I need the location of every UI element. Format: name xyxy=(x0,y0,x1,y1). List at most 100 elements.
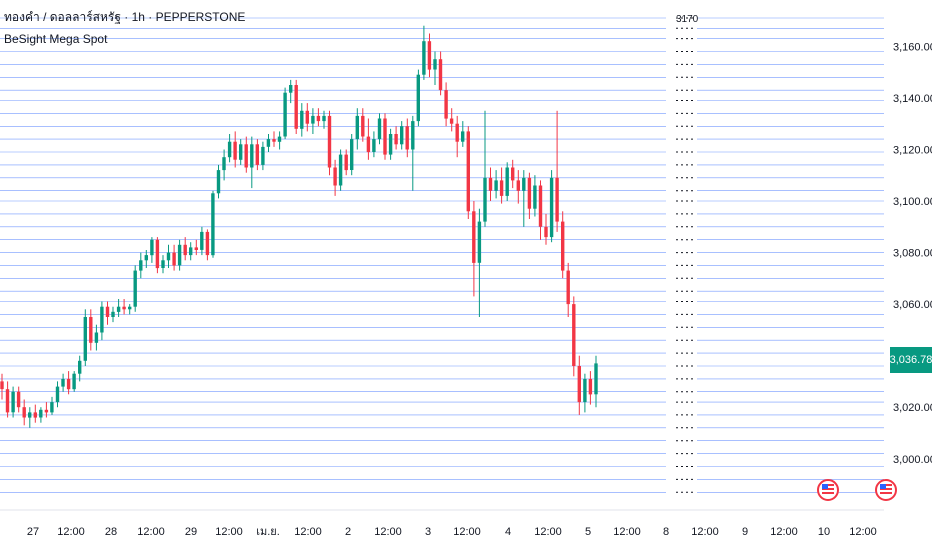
candle-body xyxy=(388,134,393,155)
candle-body xyxy=(128,306,132,310)
candle xyxy=(411,115,415,191)
candle-body xyxy=(461,131,465,142)
candle-body xyxy=(538,185,543,227)
candle-body xyxy=(255,144,259,165)
candle xyxy=(488,167,493,201)
indicator-name[interactable]: BeSight Mega Spot xyxy=(4,32,108,46)
candle xyxy=(588,371,593,405)
event-flags[interactable] xyxy=(817,479,897,501)
price-tick-label: 3,120.00 xyxy=(893,145,932,157)
candle-body xyxy=(338,154,343,186)
candle xyxy=(0,373,4,400)
candle-body xyxy=(28,412,32,418)
last-price-label: 3,036.78 xyxy=(890,347,932,373)
candle-body xyxy=(322,115,326,122)
candle xyxy=(55,381,60,408)
candle xyxy=(189,242,193,261)
candle-body xyxy=(189,247,193,256)
price-tick-label: 3,080.00 xyxy=(893,248,932,260)
candle-body xyxy=(444,90,448,119)
candle-body xyxy=(33,412,37,418)
candle xyxy=(250,136,254,189)
candle xyxy=(244,136,248,173)
candle-body xyxy=(433,59,437,70)
inner-scale-top-label: 3170 xyxy=(676,14,699,25)
candle-body xyxy=(177,244,182,266)
candle xyxy=(172,244,176,271)
time-tick-label: 2 xyxy=(345,526,351,538)
candle-body xyxy=(333,167,337,186)
candle-body xyxy=(394,134,398,145)
time-tick-label: 12:00 xyxy=(453,526,481,538)
candle xyxy=(538,180,543,240)
candle xyxy=(111,306,115,323)
candle xyxy=(311,108,315,134)
candle xyxy=(289,79,293,104)
candle-body xyxy=(211,193,215,256)
candle xyxy=(116,299,121,317)
time-tick-label: 12:00 xyxy=(294,526,322,538)
candle xyxy=(100,301,104,341)
time-tick-label: 10 xyxy=(818,526,830,538)
candle xyxy=(549,170,554,243)
candle-body xyxy=(438,59,443,91)
candle xyxy=(89,309,93,351)
candle xyxy=(438,51,443,96)
candle-body xyxy=(516,180,520,191)
candle xyxy=(449,108,454,132)
candle-body xyxy=(144,255,148,261)
candles xyxy=(0,25,598,428)
candle xyxy=(66,371,71,395)
candle-body xyxy=(549,177,554,238)
us-flag-icon[interactable] xyxy=(817,479,839,501)
candle-body xyxy=(327,115,332,168)
candle-body xyxy=(194,247,198,250)
price-axis[interactable]: 3,160.00 3,140.00 3,120.00 3,100.00 3,080.00… xyxy=(893,41,932,465)
candle-body xyxy=(0,381,4,390)
time-tick-label: 12:00 xyxy=(137,526,165,538)
candle xyxy=(94,324,99,351)
time-tick-label: เม.ย. xyxy=(256,526,280,538)
candle-body xyxy=(355,115,359,140)
candle-body xyxy=(72,373,76,390)
candle xyxy=(150,237,154,263)
time-tick-label: 12:00 xyxy=(534,526,562,538)
candle xyxy=(72,371,76,392)
level-lines xyxy=(0,17,884,511)
candle xyxy=(494,170,498,199)
candle-body xyxy=(205,231,210,256)
time-axis[interactable]: 27 12:00 28 12:00 29 12:00 เม.ย. 12:00 2 12:00 3 12… xyxy=(27,526,877,538)
candle-body xyxy=(227,141,232,158)
candle xyxy=(566,262,570,317)
candle-body xyxy=(344,154,348,171)
us-flag-icon[interactable] xyxy=(875,479,897,501)
candle xyxy=(355,108,359,150)
price-tick-label: 3,000.00 xyxy=(893,454,932,466)
time-tick-label: 28 xyxy=(105,526,117,538)
candle xyxy=(128,304,132,315)
candle-body xyxy=(594,363,598,395)
candle xyxy=(272,131,276,147)
candle xyxy=(483,110,487,227)
time-tick-label: 4 xyxy=(505,526,511,538)
time-tick-label: 12:00 xyxy=(691,526,719,538)
symbol-title[interactable]: ทองคำ / ดอลลาร์สหรัฐ · 1h · PEPPERSTONE xyxy=(4,10,246,24)
candle-body xyxy=(405,126,409,150)
candle xyxy=(477,208,482,317)
candle xyxy=(133,265,137,312)
candle-body xyxy=(116,306,121,312)
candle xyxy=(255,139,259,171)
candle xyxy=(394,126,398,150)
candle-body xyxy=(83,317,87,361)
candle-body xyxy=(588,378,593,395)
time-tick-label: 29 xyxy=(185,526,197,538)
chart-legend: ทองคำ / ดอลลาร์สหรัฐ · 1h · PEPPERSTONE … xyxy=(4,6,245,50)
candle-body xyxy=(55,386,60,403)
candle xyxy=(11,386,15,418)
candle xyxy=(44,402,49,418)
candle-body xyxy=(283,92,287,137)
candle-body xyxy=(133,270,137,307)
candle xyxy=(383,113,387,160)
candle-body xyxy=(372,139,376,152)
